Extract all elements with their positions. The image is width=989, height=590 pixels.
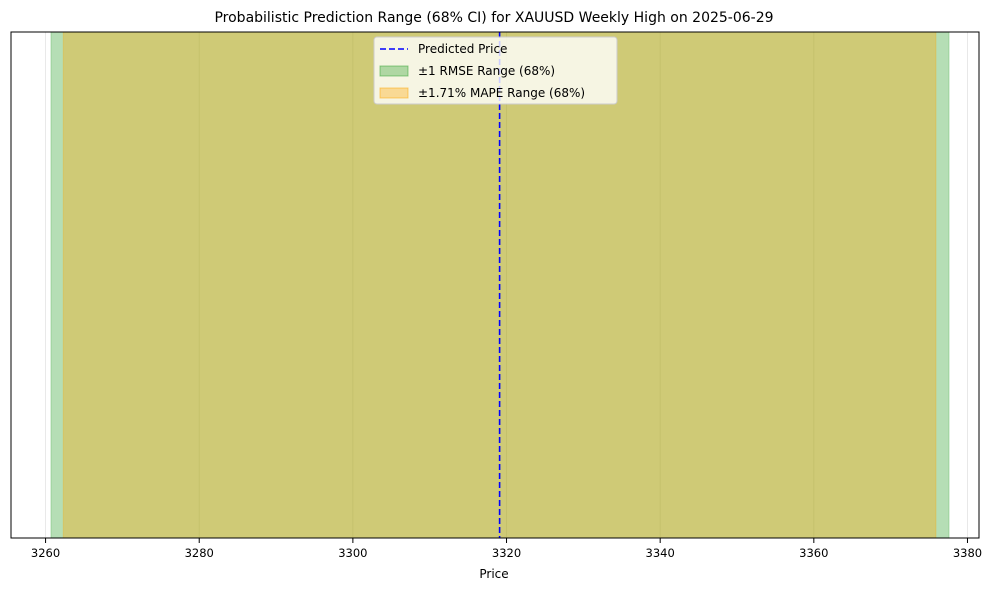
legend-label: ±1 RMSE Range (68%)	[418, 64, 555, 78]
x-tick-label: 3320	[492, 546, 521, 560]
legend-label: ±1.71% MAPE Range (68%)	[418, 86, 585, 100]
chart-title: Probabilistic Prediction Range (68% CI) …	[214, 10, 773, 26]
x-tick-label: 3280	[185, 546, 214, 560]
x-tick-label: 3260	[31, 546, 60, 560]
x-tick-label: 3300	[338, 546, 367, 560]
plot-frame	[10, 31, 980, 539]
legend-entry: ±1.71% MAPE Range (68%)	[379, 86, 585, 100]
x-axis-label: Price	[479, 567, 508, 581]
legend-box	[373, 36, 618, 105]
x-axis-ticks: 3260 3280 3300 3320 3340 3360 3380	[31, 538, 982, 560]
x-tick-label: 3360	[799, 546, 828, 560]
legend-swatch-patch	[379, 65, 409, 77]
legend-label: Predicted Price	[418, 42, 507, 56]
plot-background	[11, 32, 979, 538]
legend-entry: Predicted Price	[380, 42, 507, 56]
plot-area	[10, 31, 980, 539]
x-tick-label: 3380	[953, 546, 982, 560]
legend: Predicted Price ±1 RMSE Range (68%) ±1.71%…	[373, 36, 618, 105]
x-tick-label: 3340	[646, 546, 675, 560]
legend-entry: ±1 RMSE Range (68%)	[379, 64, 555, 78]
legend-swatch-patch	[379, 87, 409, 99]
